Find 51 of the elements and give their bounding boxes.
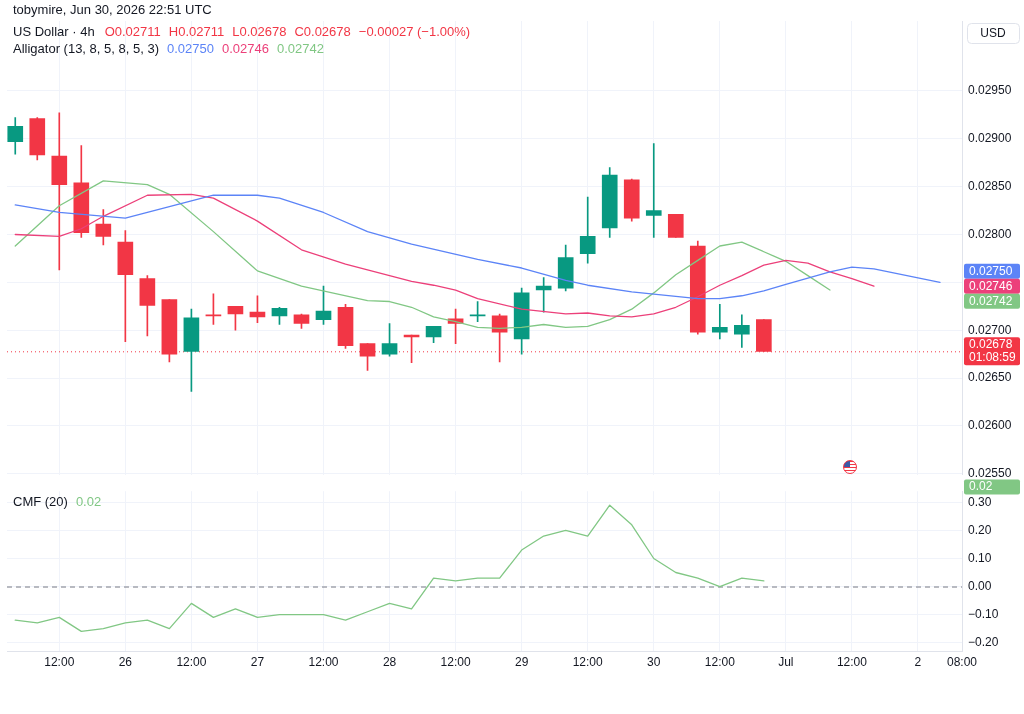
text: 0.02750 [969, 263, 1013, 278]
annotation: 0.02742 [276, 40, 324, 56]
annotation: H0.02711 [168, 23, 225, 39]
y-tick-label: 0.20 [968, 522, 992, 537]
annotation: 0.02750 [166, 40, 214, 56]
y-tick-label: 0.00 [968, 578, 992, 593]
x-tick-label: 27 [250, 654, 265, 669]
annotation: L0.02678 [232, 23, 287, 39]
text: 0.02 [969, 479, 993, 494]
x-tick-label: 12:00 [440, 654, 471, 669]
y-tick-label: 0.02650 [968, 370, 1012, 385]
x-tick-label: 08:00 [946, 654, 978, 669]
annotation: C0.02678 [294, 23, 351, 39]
text: 0.02742 [969, 293, 1013, 308]
chart-subtitle: US Dollar · 4h [13, 23, 95, 39]
candlestick [535, 277, 552, 313]
x-tick-label: 12:00 [572, 654, 604, 669]
x-tick-label: 12:00 [176, 654, 207, 669]
x-tick-label: 12:00 [836, 654, 868, 669]
y-tick-label: 0.02900 [968, 131, 1012, 146]
annotation: 0.02746 [221, 40, 269, 56]
y-tick-label: −0.10 [968, 606, 999, 621]
legend-title: Alligator (13, 8, 5, 8, 5, 3) [13, 40, 159, 56]
y-axis-title: USD [980, 25, 1006, 40]
y-tick-label: 0.30 [968, 494, 992, 509]
x-tick-label: 26 [118, 654, 133, 669]
candlestick [711, 304, 728, 340]
text: 0.02746 [969, 278, 1013, 293]
x-tick-label: 28 [382, 654, 397, 669]
y-tick-label: 0.02700 [968, 322, 1012, 337]
y-tick-label: 0.02600 [968, 418, 1012, 433]
annotation: 0.02 [75, 493, 102, 509]
annotation: O0.02711 [104, 23, 161, 39]
chart-title: tobymire, Jun 30, 2026 22:51 UTC [13, 1, 212, 17]
y-tick-label: 0.02950 [968, 83, 1012, 98]
x-tick-label: 12:00 [44, 654, 75, 669]
candlestick [645, 143, 662, 238]
y-tick-label: 0.10 [968, 550, 992, 565]
legend-title: CMF (20) [13, 493, 68, 509]
y-tick-label: 0.02550 [968, 466, 1012, 481]
y-tick-label: −0.20 [968, 634, 999, 649]
annotation: −0.00027 (−1.00%) [358, 23, 471, 39]
x-tick-label: 30 [647, 654, 661, 669]
x-tick-label: 12:00 [704, 654, 736, 669]
x-tick-label: 12:00 [308, 654, 339, 669]
y-tick-label: 0.02850 [968, 178, 1012, 193]
x-tick-label: Jul [778, 654, 794, 669]
ref-line-label: 0.02678 01:08:59 [969, 337, 1017, 365]
x-tick-label: 29 [514, 654, 529, 669]
y-tick-label: 0.02800 [968, 226, 1012, 241]
x-tick-label: 2 [914, 654, 922, 669]
